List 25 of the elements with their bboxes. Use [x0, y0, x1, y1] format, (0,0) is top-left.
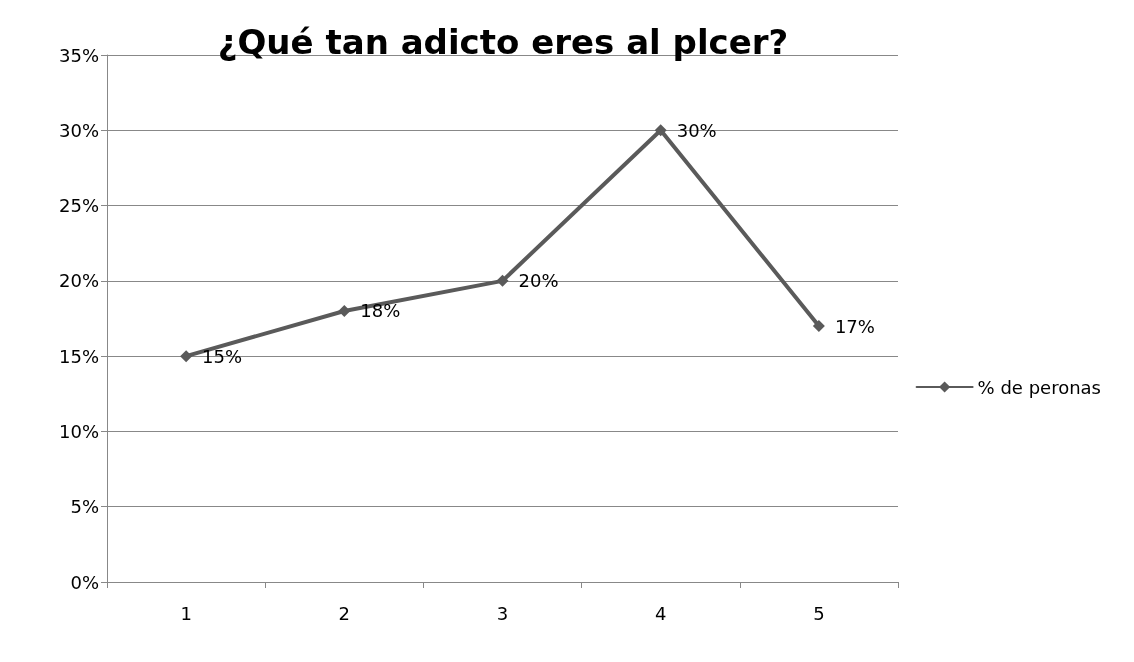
data-label: 18%: [360, 300, 401, 322]
x-tick-label: 3: [496, 602, 509, 624]
legend-label: % de peronas: [977, 376, 1102, 398]
point: [654, 124, 667, 137]
y-tick-label: 10%: [58, 420, 99, 442]
chart-title: ¿Qué tan adicto eres al plcer?: [217, 22, 789, 62]
x-tick-label: 4: [654, 602, 667, 624]
y-tick-label: 15%: [58, 345, 99, 367]
x-tick-label: 2: [338, 602, 351, 624]
data-label: 20%: [518, 270, 559, 292]
x-tick-label: 1: [180, 602, 192, 624]
point: [812, 320, 825, 333]
data-label: 30%: [676, 119, 717, 141]
y-tick-label: 0%: [70, 571, 99, 593]
y-tick-label: 5%: [70, 496, 99, 518]
y-tick-label: 35%: [58, 44, 99, 66]
point: [338, 304, 351, 317]
y-tick-label: 30%: [58, 119, 99, 141]
point: [180, 350, 193, 363]
data-label: 17%: [834, 315, 875, 337]
y-tick-label: 20%: [58, 270, 99, 292]
data-label: 15%: [202, 345, 243, 367]
x-tick-label: 5: [813, 602, 825, 624]
y-tick-label: 25%: [58, 195, 99, 217]
point: [496, 274, 509, 287]
